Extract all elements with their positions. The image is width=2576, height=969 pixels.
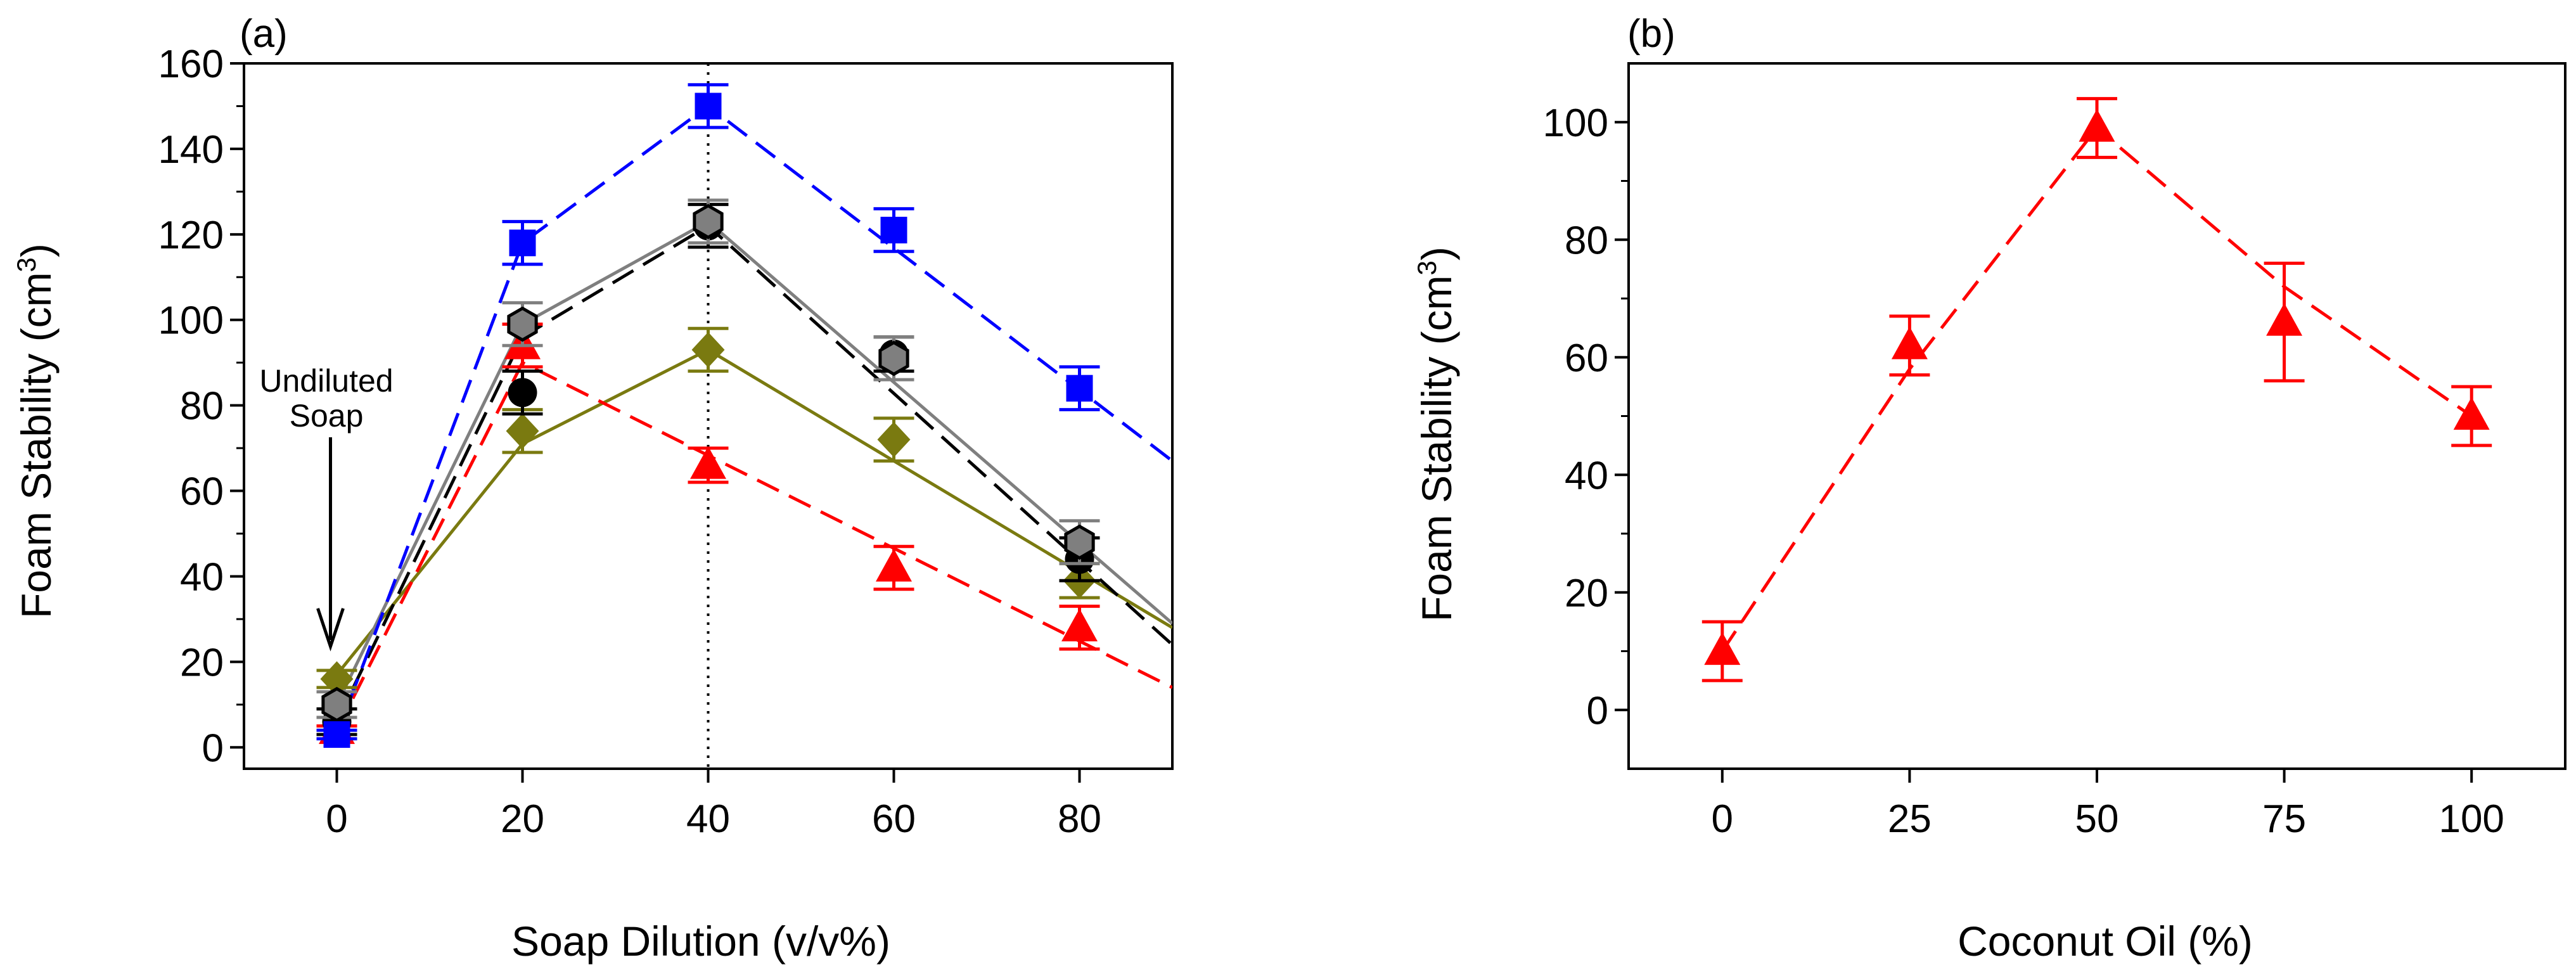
- fit-line-red-triangle: [1721, 125, 2473, 652]
- panel-b-ytick-label: 0: [1587, 689, 1608, 733]
- panel-a-ytick-label: 60: [180, 470, 224, 514]
- panel-b-xtick-label: 50: [2075, 797, 2119, 841]
- panel-a-plot: 0 20 40 60 80 100 120 140 160 0 20 40 60 80: [158, 42, 1174, 841]
- panel-b-xtick-label: 0: [1712, 797, 1733, 841]
- panel-a-ytick-label: 80: [180, 385, 224, 428]
- annotation-arrow-head: [316, 608, 345, 651]
- data-point-blue-square: [323, 721, 350, 748]
- panel-a-xtick-label: 60: [872, 797, 916, 841]
- panel-a-xtick-label: 0: [326, 797, 347, 841]
- data-point-olive-diamond: [877, 421, 911, 458]
- data-point-red-triangle: [690, 446, 726, 479]
- data-point-grey-hexagon: [507, 306, 538, 342]
- panel-b-data-area: [1701, 97, 2492, 683]
- panel-a-frame: [243, 62, 1174, 770]
- panel-a-label: (a): [240, 12, 288, 56]
- data-point-red-triangle: [2079, 109, 2115, 142]
- panel-a-ytick-label: 20: [180, 641, 224, 684]
- panel-a-ytick-label: 140: [158, 128, 224, 172]
- panel-a-ytick-label: 0: [202, 726, 224, 770]
- fit-line-grey-hexagon: [335, 219, 1172, 705]
- panel-b-xtick-label: 25: [1888, 797, 1932, 841]
- panel-b-plot: 0 20 40 60 80 100 0 25 50 75 100: [1543, 62, 2566, 841]
- panel-b-ylabel: Foam Stability (cm3): [1412, 247, 1460, 622]
- data-point-red-triangle: [1891, 326, 1928, 359]
- panel-b-xtick-label: 100: [2438, 797, 2504, 841]
- panel-b-ytick-label: 40: [1565, 454, 1608, 497]
- data-point-black-circle: [508, 378, 537, 407]
- panel-a-ytick-label: 40: [180, 555, 224, 599]
- panel-b-label: (b): [1627, 12, 1676, 56]
- panel-a-xtick-label: 80: [1058, 797, 1101, 841]
- data-point-grey-hexagon: [878, 340, 909, 376]
- data-point-olive-diamond: [691, 331, 725, 368]
- panel-b-frame: [1627, 62, 2566, 770]
- data-point-blue-square: [509, 229, 536, 257]
- panel-b-ytick-label: 60: [1565, 337, 1608, 380]
- panel-a-ytick-label: 100: [158, 299, 224, 343]
- data-point-red-triangle: [2266, 303, 2303, 336]
- fit-line-red-triangle: [335, 360, 1172, 731]
- data-point-olive-diamond: [320, 661, 354, 697]
- fit-line-black-circle: [335, 224, 1172, 722]
- fit-line-olive-diamond: [335, 348, 1172, 676]
- data-point-grey-hexagon: [321, 686, 352, 722]
- data-point-red-triangle: [1704, 632, 1741, 665]
- panel-a-ylabel: Foam Stability (cm3): [11, 243, 60, 619]
- annotation-undiluted: Undiluted: [259, 363, 393, 399]
- panel-b-ytick-label: 20: [1565, 572, 1608, 615]
- panel-a-xlabel: Soap Dilution (v/v%): [511, 918, 890, 965]
- panel-b-ytick-label: 80: [1565, 219, 1608, 262]
- data-point-red-triangle: [2453, 397, 2490, 430]
- data-point-grey-hexagon: [693, 203, 724, 240]
- fit-line-blue-square: [335, 104, 1172, 735]
- data-point-grey-hexagon: [1064, 524, 1095, 560]
- data-point-red-triangle: [1061, 608, 1098, 641]
- panel-a-xtick-label: 40: [686, 797, 730, 841]
- data-point-red-triangle: [876, 548, 912, 582]
- annotation-soap: Soap: [290, 398, 364, 433]
- panel-a-ytick-label: 160: [158, 42, 224, 86]
- data-point-blue-square: [695, 93, 722, 120]
- data-point-olive-diamond: [506, 413, 539, 449]
- panel-b-ytick-label: 100: [1543, 101, 1608, 145]
- panel-a-xtick-label: 20: [501, 797, 544, 841]
- data-point-blue-square: [1066, 375, 1093, 402]
- panel-a-data-area: [316, 63, 1172, 769]
- panel-a-ytick-label: 120: [158, 214, 224, 257]
- panel-b-xtick-label: 75: [2262, 797, 2306, 841]
- data-point-blue-square: [880, 217, 907, 244]
- panel-b-xlabel: Coconut Oil (%): [1958, 918, 2253, 965]
